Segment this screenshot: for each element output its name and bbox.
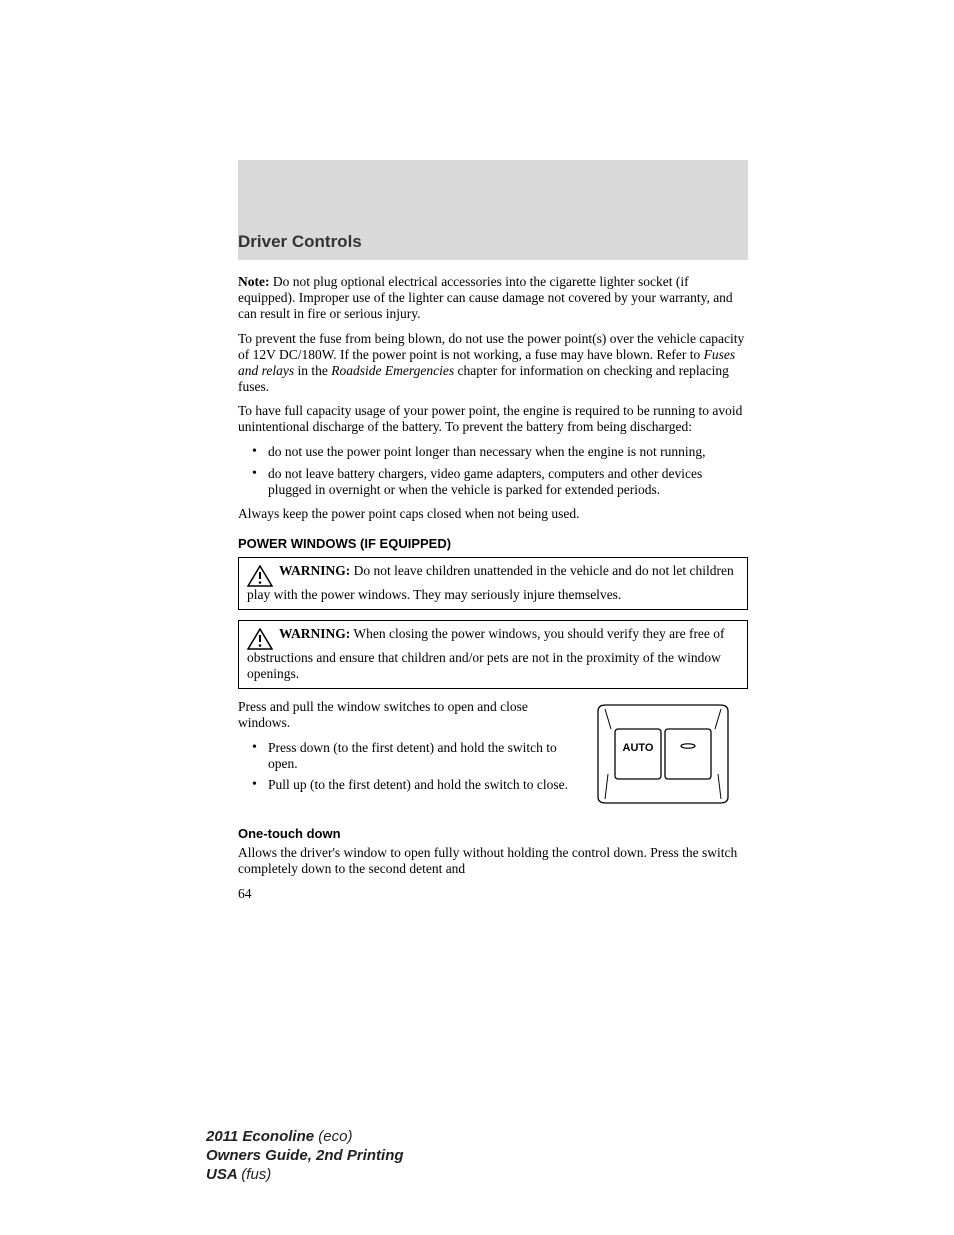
warning-icon [247, 565, 273, 587]
footer-line-2: Owners Guide, 2nd Printing [206, 1147, 404, 1166]
note-label: Note: [238, 274, 269, 289]
onetouch-paragraph: Allows the driver's window to open fully… [238, 845, 748, 877]
switch-text: Press and pull the window switches to op… [238, 699, 568, 802]
p2b: in the [294, 363, 331, 378]
footer-region: USA [206, 1166, 241, 1183]
warning-box-1: WARNING: Do not leave children unattende… [238, 557, 748, 610]
warning-label: WARNING: [279, 563, 350, 578]
battery-paragraph: To have full capacity usage of your powe… [238, 403, 748, 435]
switch-bullets: Press down (to the first detent) and hol… [238, 740, 568, 794]
warning-label: WARNING: [279, 626, 350, 641]
caps-paragraph: Always keep the power point caps closed … [238, 506, 748, 522]
switch-section: Press and pull the window switches to op… [238, 699, 748, 814]
footer: 2011 Econoline (eco) Owners Guide, 2nd P… [206, 1128, 404, 1184]
auto-label: AUTO [623, 742, 654, 754]
battery-bullets: do not use the power point longer than n… [238, 444, 748, 498]
footer-code: (eco) [318, 1128, 352, 1145]
switch-intro: Press and pull the window switches to op… [238, 699, 568, 731]
note-text: Do not plug optional electrical accessor… [238, 274, 733, 321]
warning-box-2: WARNING: When closing the power windows,… [238, 620, 748, 689]
footer-model: 2011 Econoline [206, 1128, 318, 1145]
footer-line-1: 2011 Econoline (eco) [206, 1128, 404, 1147]
list-item: do not use the power point longer than n… [238, 444, 748, 460]
switch-diagram-wrap: AUTO [588, 699, 748, 814]
list-item: do not leave battery chargers, video gam… [238, 466, 748, 498]
fuse-paragraph: To prevent the fuse from being blown, do… [238, 331, 748, 395]
footer-line-3: USA (fus) [206, 1166, 404, 1185]
list-item: Press down (to the first detent) and hol… [238, 740, 568, 772]
list-item: Pull up (to the first detent) and hold t… [238, 777, 568, 793]
p2a: To prevent the fuse from being blown, do… [238, 331, 744, 362]
page-content: Driver Controls Note: Do not plug option… [238, 232, 748, 902]
page-number: 64 [238, 886, 748, 902]
window-switch-diagram: AUTO [588, 699, 738, 809]
footer-region-code: (fus) [241, 1166, 271, 1183]
section-power-windows: POWER WINDOWS (IF EQUIPPED) [238, 536, 748, 551]
p2i2: Roadside Emergencies [331, 363, 454, 378]
onetouch-header: One-touch down [238, 826, 748, 841]
note-paragraph: Note: Do not plug optional electrical ac… [238, 274, 748, 322]
warning-icon [247, 628, 273, 650]
chapter-title: Driver Controls [238, 232, 748, 252]
